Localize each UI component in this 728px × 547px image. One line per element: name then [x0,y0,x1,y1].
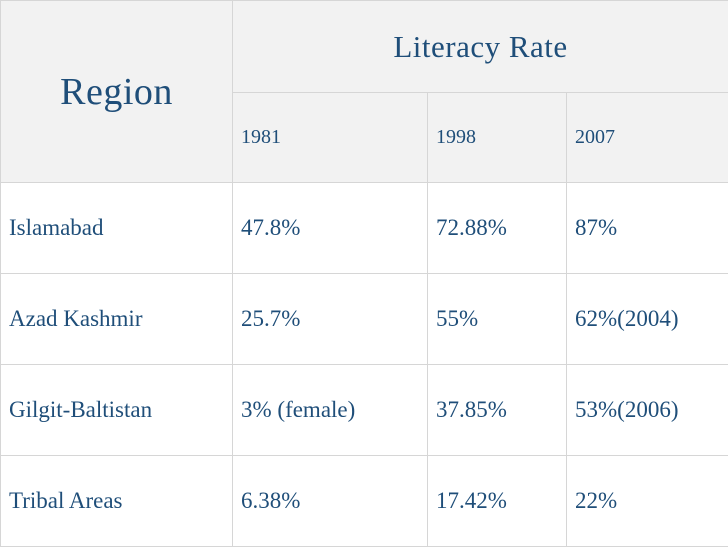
value-cell: 87% [567,183,728,274]
value-cell: 3% (female) [233,365,428,456]
table-row: Tribal Areas 6.38% 17.42% 22% [1,456,728,547]
value-cell: 55% [428,274,567,365]
region-cell: Azad Kashmir [1,274,233,365]
value-cell: 53%(2006) [567,365,728,456]
year-header-2007: 2007 [567,93,728,183]
value-cell: 62%(2004) [567,274,728,365]
table-header-row: Region Literacy Rate [1,1,728,93]
value-cell: 22% [567,456,728,547]
value-cell: 72.88% [428,183,567,274]
value-cell: 25.7% [233,274,428,365]
value-cell: 6.38% [233,456,428,547]
table-row: Gilgit-Baltistan 3% (female) 37.85% 53%(… [1,365,728,456]
table-row: Azad Kashmir 25.7% 55% 62%(2004) [1,274,728,365]
region-cell: Gilgit-Baltistan [1,365,233,456]
literacy-rate-header: Literacy Rate [233,1,728,93]
value-cell: 47.8% [233,183,428,274]
region-cell: Tribal Areas [1,456,233,547]
table-row: Islamabad 47.8% 72.88% 87% [1,183,728,274]
value-cell: 37.85% [428,365,567,456]
year-header-1998: 1998 [428,93,567,183]
value-cell: 17.42% [428,456,567,547]
year-header-1981: 1981 [233,93,428,183]
region-column-header: Region [1,1,233,183]
region-cell: Islamabad [1,183,233,274]
